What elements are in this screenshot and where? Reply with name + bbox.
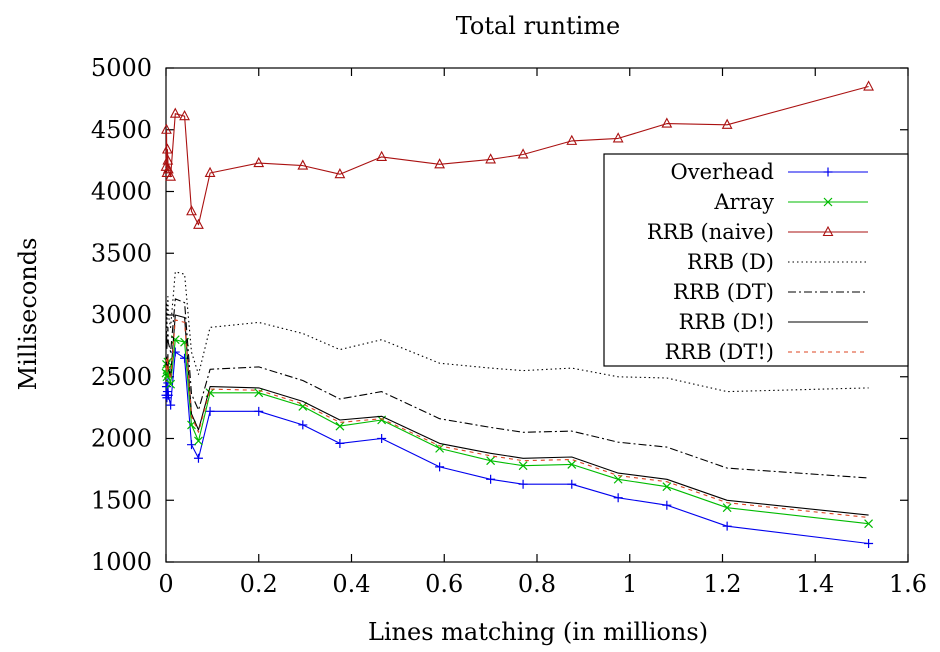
data-point bbox=[254, 407, 263, 416]
x-tick-label: 0.2 bbox=[240, 570, 278, 598]
data-point bbox=[614, 493, 623, 502]
legend-label: RRB (DT) bbox=[673, 280, 774, 304]
x-tick-label: 1.2 bbox=[703, 570, 741, 598]
data-point bbox=[519, 480, 528, 489]
x-tick-label: 0.6 bbox=[425, 570, 463, 598]
data-point bbox=[435, 462, 444, 471]
y-tick-label: 1000 bbox=[91, 548, 152, 576]
data-point bbox=[335, 439, 344, 448]
data-point bbox=[298, 161, 307, 170]
series-overhead bbox=[162, 348, 874, 548]
data-point bbox=[662, 501, 671, 510]
y-tick-label: 5000 bbox=[91, 54, 152, 82]
chart-title: Total runtime bbox=[456, 12, 621, 40]
legend-label: Overhead bbox=[671, 160, 774, 184]
x-tick-label: 0.4 bbox=[332, 570, 370, 598]
x-tick-label: 1 bbox=[622, 570, 637, 598]
data-point bbox=[662, 119, 671, 128]
data-point bbox=[194, 437, 202, 445]
x-tick-label: 1.6 bbox=[889, 570, 927, 598]
y-tick-label: 2500 bbox=[91, 363, 152, 391]
legend: Overhead Array RRB (naive) RRB (D) RRB (DT) R… bbox=[604, 154, 908, 366]
legend-label: RRB (DT!) bbox=[665, 340, 774, 364]
data-point bbox=[377, 434, 386, 443]
data-point bbox=[486, 475, 495, 484]
y-tick-label: 3000 bbox=[91, 301, 152, 329]
legend-label: RRB (naive) bbox=[647, 220, 774, 244]
y-tick-label: 3500 bbox=[91, 239, 152, 267]
y-tick-label: 4500 bbox=[91, 116, 152, 144]
data-point bbox=[864, 539, 873, 548]
y-tick-label: 1500 bbox=[91, 486, 152, 514]
data-point bbox=[194, 454, 203, 463]
data-point bbox=[567, 480, 576, 489]
data-point bbox=[567, 136, 576, 145]
y-axis-title: Milliseconds bbox=[14, 238, 42, 391]
x-tick-label: 1.4 bbox=[796, 570, 834, 598]
data-point bbox=[298, 420, 307, 429]
x-axis-title: Lines matching (in millions) bbox=[368, 618, 708, 646]
data-point bbox=[864, 82, 873, 91]
x-tick-label: 0 bbox=[158, 570, 173, 598]
data-point bbox=[377, 152, 386, 161]
y-tick-label: 2000 bbox=[91, 425, 152, 453]
series-line bbox=[166, 352, 869, 543]
data-point bbox=[723, 522, 732, 531]
legend-label: RRB (D!) bbox=[679, 310, 774, 334]
legend-label: Array bbox=[713, 190, 774, 214]
y-tick-label: 4000 bbox=[91, 178, 152, 206]
legend-label: RRB (D) bbox=[687, 250, 774, 274]
x-tick-label: 0.8 bbox=[518, 570, 556, 598]
data-point bbox=[254, 158, 263, 167]
